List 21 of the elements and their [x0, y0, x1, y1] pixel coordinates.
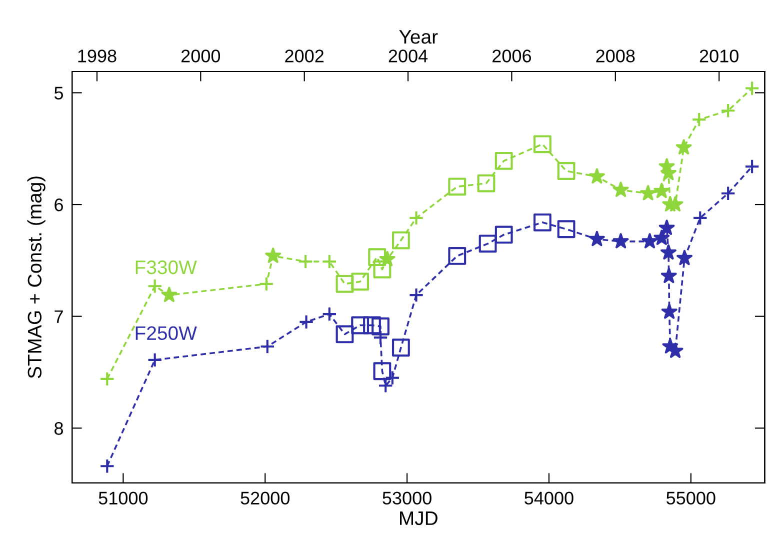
- x2-tick-label: 2000: [181, 50, 220, 62]
- y-tick-label: 8: [54, 422, 63, 435]
- x2-tick-label: 2004: [388, 50, 428, 62]
- x2-tick-label: 1998: [78, 50, 116, 62]
- series-label: F330W: [136, 260, 197, 274]
- x-tick-label: 55000: [666, 492, 716, 504]
- y-tick-label: 6: [54, 198, 63, 212]
- x-axis-title: MJD: [400, 512, 438, 526]
- series-label: F250W: [136, 326, 197, 340]
- x-tick-label: 53000: [382, 492, 432, 504]
- y-tick-label: 7: [54, 310, 63, 323]
- x-tick-label: 52000: [240, 492, 290, 504]
- x-tick-label: 54000: [524, 492, 574, 504]
- x2-tick-label: 2002: [285, 50, 324, 62]
- x2-axis-title: Year: [399, 30, 438, 44]
- x2-tick-label: 2010: [700, 50, 738, 62]
- y-axis-title: STMAG + Const. (mag): [27, 176, 46, 378]
- x2-tick-label: 2008: [596, 50, 635, 62]
- y-tick-label: 5: [54, 86, 64, 100]
- x2-tick-label: 2006: [492, 50, 532, 62]
- x-tick-label: 51000: [98, 492, 148, 504]
